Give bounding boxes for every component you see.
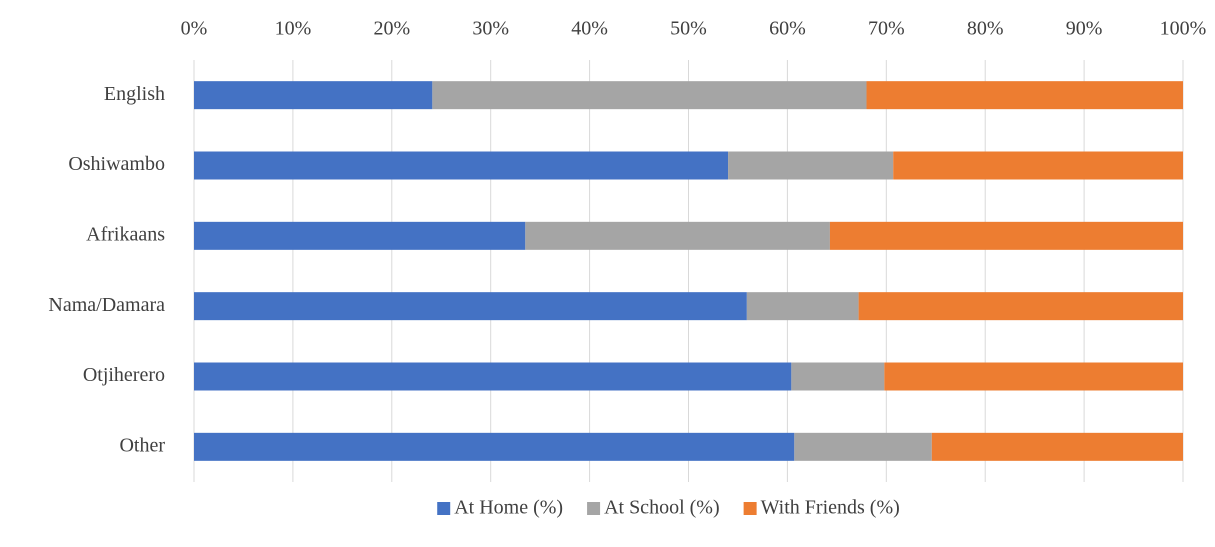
bar-segment bbox=[194, 221, 526, 250]
x-tick-label: 20% bbox=[373, 18, 410, 40]
bar-segment bbox=[794, 432, 932, 461]
y-tick-label: English bbox=[104, 83, 165, 105]
bar-segment bbox=[432, 81, 867, 110]
bar-segment bbox=[858, 292, 1183, 321]
x-tick-label: 50% bbox=[670, 18, 707, 40]
x-tick-label: 10% bbox=[275, 18, 312, 40]
y-tick-label: Otjiherero bbox=[83, 364, 165, 386]
bar-segment bbox=[525, 221, 830, 250]
x-tick-label: 80% bbox=[967, 18, 1004, 40]
bar-segment bbox=[728, 151, 894, 180]
y-tick-label: Afrikaans bbox=[86, 223, 165, 245]
bar-segment bbox=[194, 151, 729, 180]
x-tick-label: 70% bbox=[868, 18, 905, 40]
bar-segment bbox=[194, 292, 747, 321]
bar-segment bbox=[791, 362, 885, 391]
x-tick-label: 90% bbox=[1066, 18, 1103, 40]
bar-segment bbox=[931, 432, 1183, 461]
y-tick-label: Oshiwambo bbox=[68, 153, 165, 175]
bar-segment bbox=[194, 81, 433, 110]
bar-segment bbox=[884, 362, 1183, 391]
bar-segment bbox=[866, 81, 1183, 110]
legend-label: At School (%) bbox=[604, 497, 720, 519]
y-tick-label: Other bbox=[119, 434, 165, 456]
legend-swatch bbox=[437, 502, 451, 515]
x-tick-label: 30% bbox=[472, 18, 509, 40]
bar-segment bbox=[194, 432, 795, 461]
legend-label: At Home (%) bbox=[454, 497, 563, 519]
legend-swatch bbox=[587, 502, 601, 515]
x-tick-label: 60% bbox=[769, 18, 806, 40]
x-tick-label: 100% bbox=[1160, 18, 1207, 40]
legend-label: With Friends (%) bbox=[761, 497, 900, 519]
legend-swatch bbox=[743, 502, 757, 515]
x-tick-label: 0% bbox=[181, 18, 208, 40]
x-tick-label: 40% bbox=[571, 18, 608, 40]
bar-segment bbox=[893, 151, 1183, 180]
bar-segment bbox=[194, 362, 792, 391]
bar-segment bbox=[746, 292, 859, 321]
bar-segment bbox=[829, 221, 1183, 250]
y-tick-label: Nama/Damara bbox=[48, 294, 165, 316]
